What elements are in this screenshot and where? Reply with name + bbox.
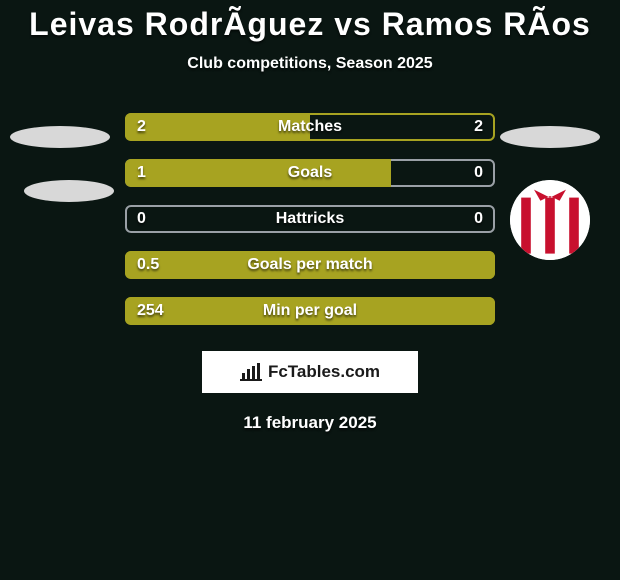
stats-area: Matches22 Goals10 Hattricks00 Goals per mat…	[0, 113, 620, 325]
bar-chart-icon	[240, 363, 262, 381]
stat-row: Goals per match0.5	[125, 251, 495, 279]
comparison-infographic: Leivas RodrÃ­guez vs Ramos RÃ­os Club co…	[0, 0, 620, 580]
brand-text: FcTables.com	[268, 362, 380, 382]
stat-row: Min per goal254	[125, 297, 495, 325]
stat-row: Matches22	[125, 113, 495, 141]
page-title: Leivas RodrÃ­guez vs Ramos RÃ­os	[0, 0, 620, 43]
date-text: 11 february 2025	[0, 413, 620, 433]
subtitle: Club competitions, Season 2025	[0, 55, 620, 73]
stat-row-fill	[125, 297, 495, 325]
stat-row-fill	[125, 251, 495, 279]
stat-row-outline	[125, 205, 495, 233]
brand-box: FcTables.com	[202, 351, 418, 393]
stat-row-fill	[125, 113, 310, 141]
stat-row: Hattricks00	[125, 205, 495, 233]
stat-row-fill	[125, 159, 391, 187]
stat-row: Goals10	[125, 159, 495, 187]
